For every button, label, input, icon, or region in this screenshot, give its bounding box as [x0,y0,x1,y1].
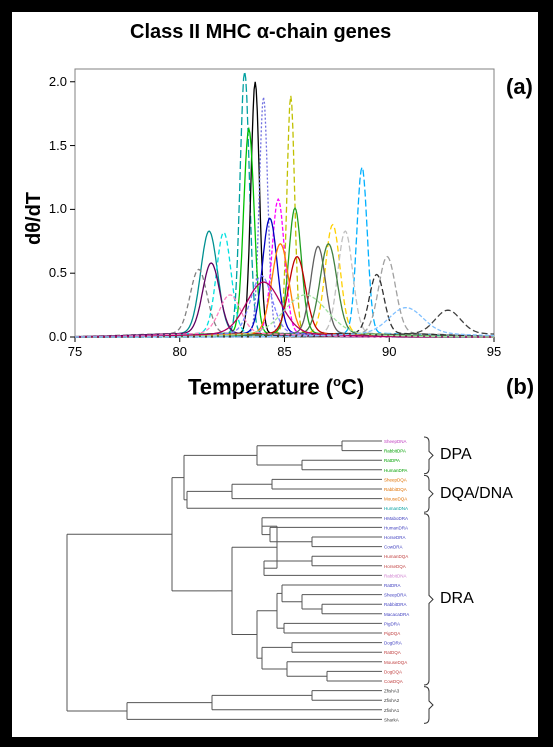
clade-label: DQA/DNA [440,484,513,502]
panel-a-label: (a) [506,74,533,99]
leaf-label: SheepDNA [384,439,407,444]
leaf-label: HumanDPA [384,468,407,473]
y-tick-label: 1.0 [48,201,67,217]
x-axis-label: Temperature (oC) [188,374,364,400]
leaf-label: SheepDQA [384,477,407,482]
clade-label: DPA [440,446,472,464]
leaf-label: SharkA [384,717,399,722]
chart-title: Class II MHC α-chain genes [130,21,392,43]
x-tick-label: 80 [172,344,187,359]
leaf-label: SheepDRA [384,593,407,598]
leaf-label: MouseDQA [384,660,407,665]
x-tick-label: 85 [277,344,292,359]
x-tick-label: 95 [486,344,502,359]
leaf-label: CowDRA [384,545,403,550]
leaf-label: ZfishA2 [384,698,400,703]
panel-b-label: (b) [506,374,535,399]
leaf-label: DogDQA [384,669,402,674]
leaf-label: HumanDQA [384,554,408,559]
melt-curve-27 [75,306,495,338]
melt-curve-21 [75,273,494,338]
x-tick-label: 90 [382,344,397,359]
leaf-label: HorseDRA [384,535,406,540]
melt-curve-4 [75,95,494,338]
x-axis-label-main: Temperature ( [188,374,334,400]
leaf-label: RatDQA [384,650,401,655]
figure-panel: Class II MHC α-chain genes (a) (b) dθ/dT… [12,12,538,737]
leaf-label: HumanDNA [384,506,408,511]
leaf-label: MacacaDRA [384,612,409,617]
leaf-label: RabbitDRA [384,602,407,607]
clade-bracket [423,474,434,513]
x-axis-label-end: C) [341,374,365,400]
leaf-label: CowDQA [384,679,403,684]
y-tick-label: 2.0 [48,73,67,89]
leaf-label: RatDRA [384,583,401,588]
y-tick-label: 0.0 [48,329,67,344]
leaf-label: HumanDRA [384,525,408,530]
y-tick-label: 1.5 [48,137,67,153]
melt-curve-22 [75,309,494,338]
clade-bracket [423,436,434,475]
x-axis-label-degree: o [333,374,342,389]
leaf-label: DogDRA [384,641,402,646]
x-tick-label: 75 [67,344,83,359]
clade-bracket [423,513,434,686]
leaf-label: PigDQA [384,631,400,636]
dendrogram: SheepDNA RabbitDPA RatDPA HumanDPA SheepDQA R… [66,436,434,724]
leaf-label: ZfishA3 [384,689,400,694]
leaf-label: RabbitDPA [384,449,406,454]
leaf-label: RabbitDQA [384,487,407,492]
clade-bracket [423,686,434,724]
leaf-label: HMaboDRA [384,516,408,521]
leaf-label: RabbitDNA [384,573,407,578]
leaf-label: ZfishA1 [384,708,400,713]
clade-label: DRA [440,590,474,608]
melt-curve-chart [70,68,495,342]
leaf-label: HorseDQA [384,564,406,569]
leaf-label: PigDRA [384,621,400,626]
y-tick-label: 0.5 [48,265,67,281]
leaf-label: RatDPA [384,458,400,463]
leaf-label: MouseDQA [384,497,407,502]
